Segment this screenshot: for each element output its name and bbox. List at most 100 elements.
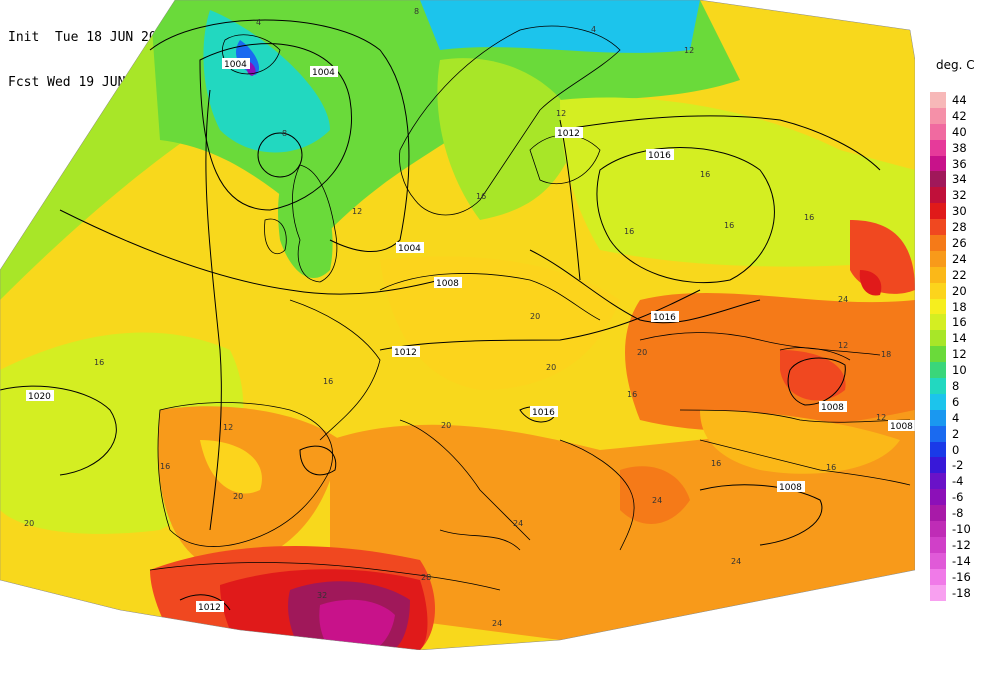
temp-label: 12 <box>838 341 848 350</box>
legend-label: 32 <box>952 188 967 203</box>
legend-swatch <box>930 139 946 156</box>
legend-swatch <box>930 409 946 426</box>
temp-label: 24 <box>838 295 848 304</box>
temp-label: 4 <box>256 18 261 27</box>
forecast-map: 1004 1004 1004 1008 1012 1016 1016 1012 … <box>0 0 915 650</box>
legend-label: 24 <box>952 251 967 266</box>
legend-swatch <box>930 505 946 522</box>
legend-label: 14 <box>952 331 967 346</box>
temp-label: 16 <box>711 459 721 468</box>
legend-label: 30 <box>952 204 967 219</box>
legend-label: 34 <box>952 172 967 187</box>
isobars <box>0 19 881 611</box>
legend-swatch <box>930 298 946 315</box>
isobar-label: 1008 <box>779 483 802 493</box>
temp-label: 16 <box>724 221 734 230</box>
temp-label: 20 <box>233 492 243 501</box>
temp-label: 28 <box>421 573 431 582</box>
legend-swatch <box>930 203 946 220</box>
temp-label: 12 <box>876 413 886 422</box>
isobar-label: 1008 <box>890 422 913 432</box>
legend-label: -4 <box>952 474 964 489</box>
legend-swatch <box>930 92 946 108</box>
legend-swatch <box>930 536 946 553</box>
legend-swatch <box>930 171 946 188</box>
temp-label: 12 <box>352 207 362 216</box>
isobar-label: 1016 <box>653 313 676 323</box>
isobar-labels: 1004 1004 1004 1008 1012 1016 1016 1012 … <box>26 58 915 613</box>
legend-label: -8 <box>952 506 964 521</box>
legend-label: 6 <box>952 394 960 409</box>
temp-label: 16 <box>627 390 637 399</box>
legend-swatch <box>930 425 946 442</box>
isobar-label: 1004 <box>224 60 247 70</box>
temp-label: 16 <box>826 463 836 472</box>
legend-label: 20 <box>952 283 967 298</box>
legend-swatch <box>930 441 946 458</box>
temp-label: 16 <box>160 462 170 471</box>
legend-label: 40 <box>952 124 967 139</box>
temp-label: 16 <box>700 170 710 179</box>
temp-label: 24 <box>652 496 662 505</box>
legend-label: 0 <box>952 442 960 457</box>
legend-swatch <box>930 378 946 394</box>
legend-swatch <box>930 235 946 251</box>
temp-label: 4 <box>591 25 596 34</box>
legend-label: 8 <box>952 379 960 394</box>
temp-label: 12 <box>223 423 233 432</box>
isobar-label: 1016 <box>532 408 555 418</box>
legend-swatch <box>930 219 946 236</box>
temp-label: 20 <box>546 363 556 372</box>
legend-swatch <box>930 107 946 124</box>
temp-label: 12 <box>684 46 694 55</box>
legend-label: 28 <box>952 220 967 235</box>
legend-label: -16 <box>952 569 971 584</box>
legend-label: -18 <box>952 585 971 600</box>
coastlines <box>149 25 911 591</box>
legend-swatch <box>930 266 946 283</box>
legend-label: 18 <box>952 299 967 314</box>
temp-label: 16 <box>476 192 486 201</box>
temp-label: 16 <box>323 377 333 386</box>
isobar-label: 1004 <box>398 244 421 254</box>
temp-label: 20 <box>24 519 34 528</box>
isobar-label: 1012 <box>557 129 580 139</box>
isobar-label: 1004 <box>312 68 335 78</box>
legend-label: 16 <box>952 315 967 330</box>
temp-label: 8 <box>414 7 419 16</box>
legend-label: -10 <box>952 522 971 537</box>
legend-label: 22 <box>952 267 967 282</box>
temp-label: 16 <box>94 358 104 367</box>
legend-swatch <box>930 250 946 267</box>
isobar-label: 1020 <box>28 392 51 402</box>
legend-title: deg. C <box>936 58 975 72</box>
legend-label: 4 <box>952 410 960 425</box>
legend-label: 10 <box>952 363 967 378</box>
legend-label: 12 <box>952 347 967 362</box>
legend-label: 38 <box>952 140 967 155</box>
isobar-label: 1012 <box>394 348 417 358</box>
isobar-label: 1012 <box>198 603 221 613</box>
temp-label: 18 <box>881 350 891 359</box>
legend-swatch <box>930 123 946 140</box>
legend-swatch <box>930 362 946 379</box>
temperature-labels: 4 8 4 8 12 12 12 16 16 16 16 16 16 20 20… <box>24 7 891 628</box>
isobar-label: 1016 <box>648 151 671 161</box>
isobar-label: 1008 <box>436 279 459 289</box>
legend-label: 36 <box>952 156 967 171</box>
temp-label: 16 <box>624 227 634 236</box>
legend-swatch <box>930 314 946 331</box>
legend-label: 42 <box>952 108 967 123</box>
legend-swatch <box>930 473 946 490</box>
legend-label: -6 <box>952 490 964 505</box>
legend-swatch <box>930 330 946 347</box>
temp-label: 20 <box>530 312 540 321</box>
temperature-shading <box>0 0 915 650</box>
temp-label: 24 <box>492 619 502 628</box>
legend-swatch <box>930 187 946 204</box>
legend-label: -2 <box>952 458 964 473</box>
legend-swatch <box>930 155 946 172</box>
temp-label: 32 <box>317 591 327 600</box>
legend-swatch <box>930 521 946 537</box>
temp-label: 20 <box>441 421 451 430</box>
